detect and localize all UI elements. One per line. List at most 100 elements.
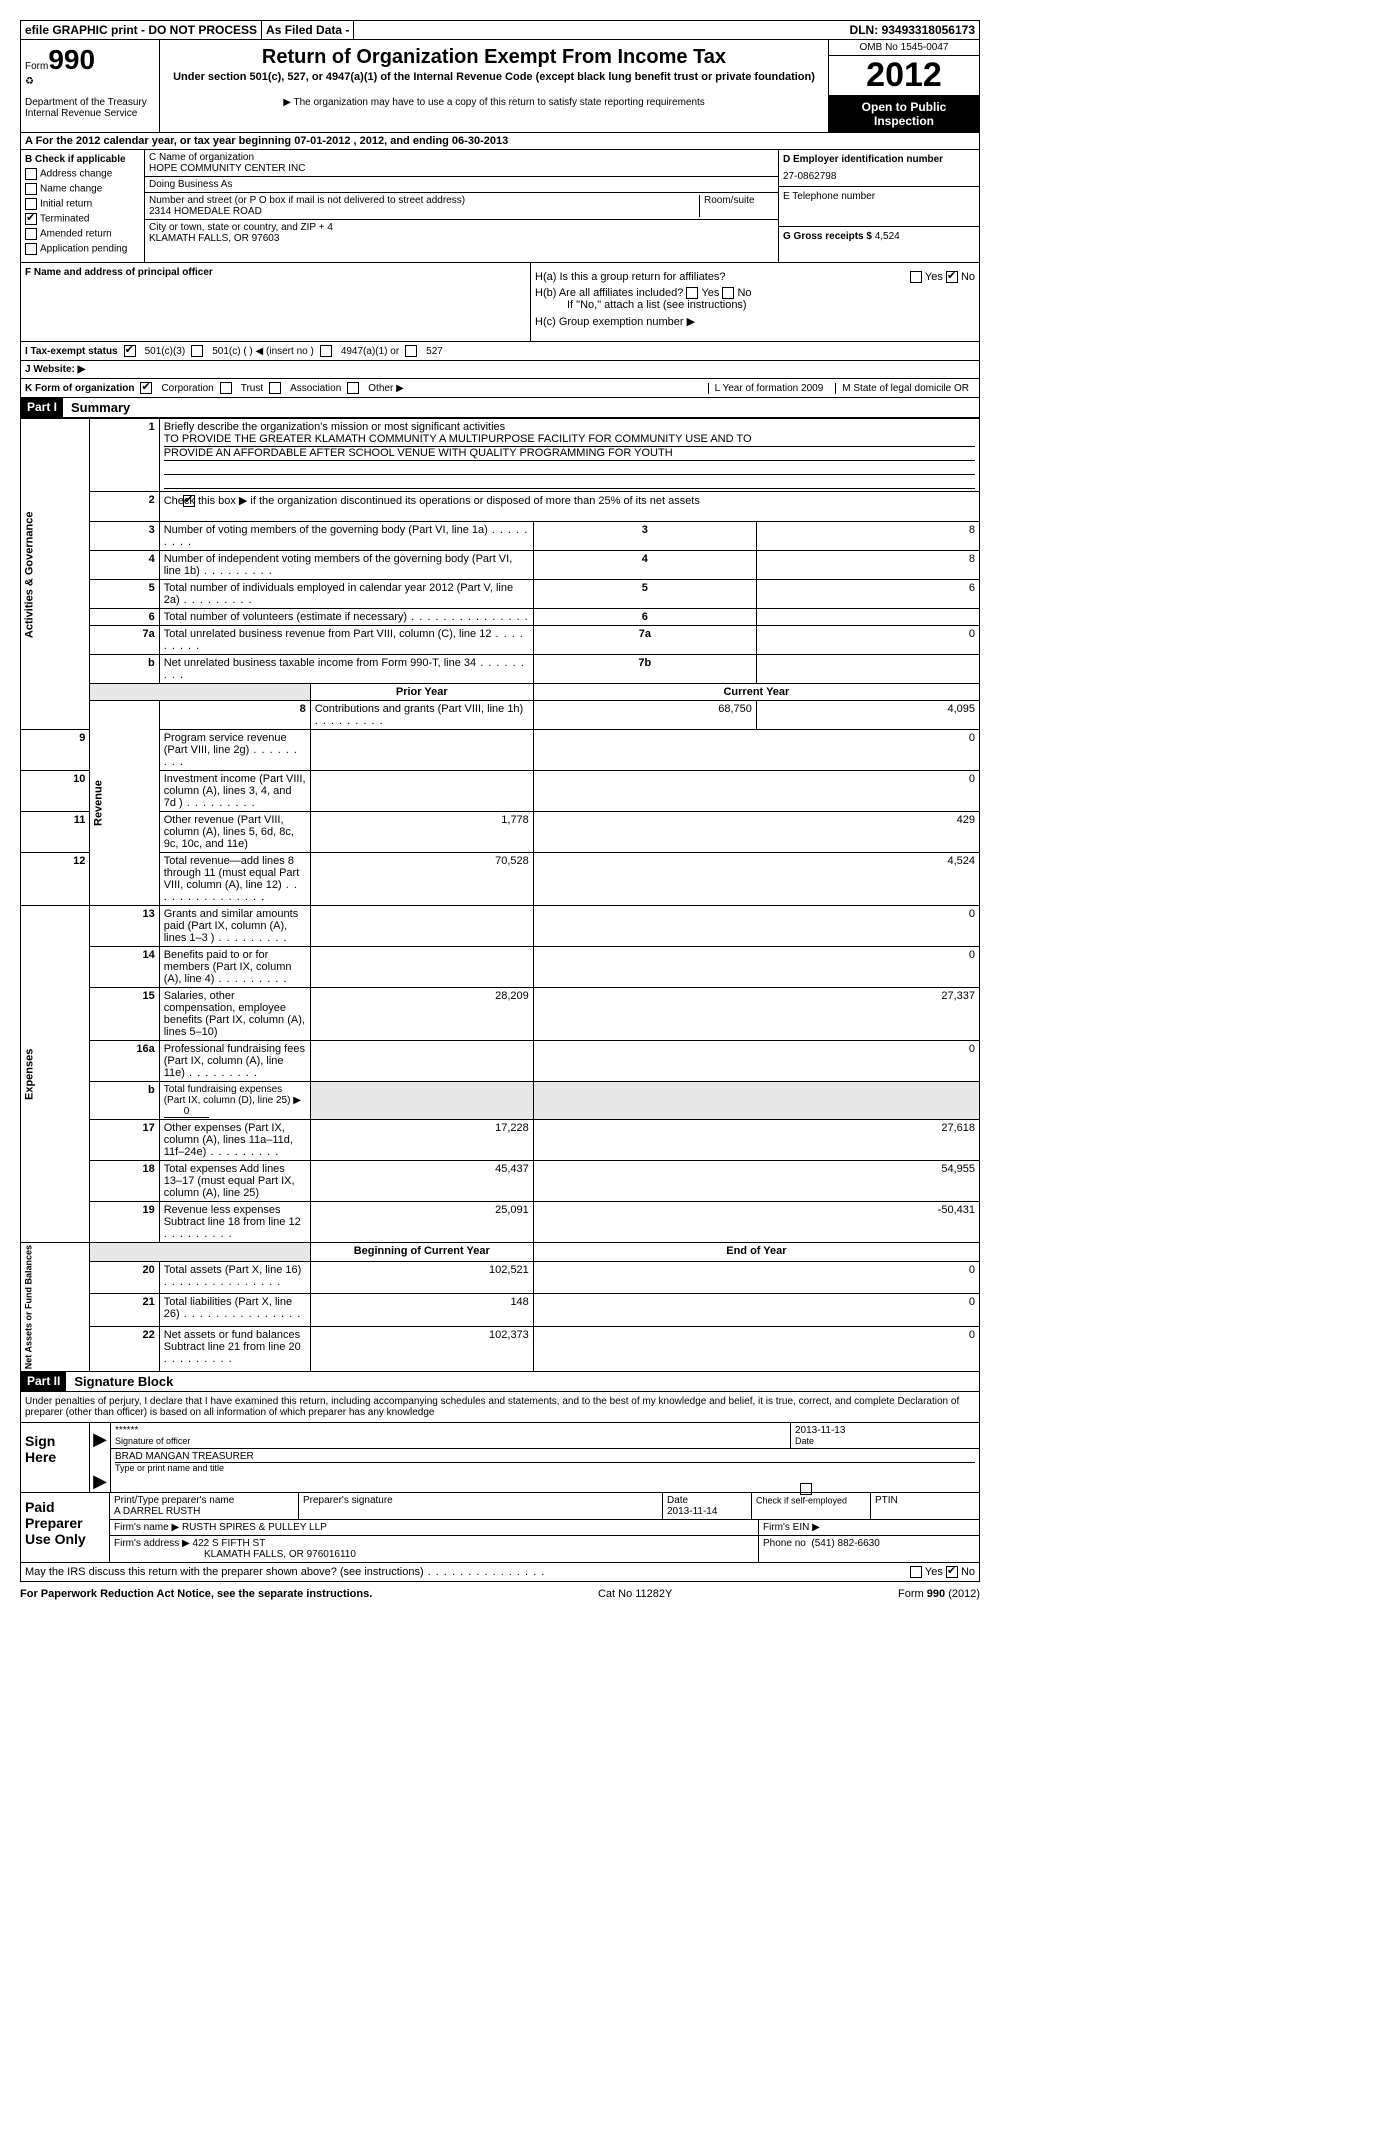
- chk-4947[interactable]: [320, 345, 332, 357]
- chk-other[interactable]: [347, 382, 359, 394]
- hb-checkboxes[interactable]: Yes No: [686, 287, 751, 299]
- line-2: Check this box ▶ if the organization dis…: [159, 492, 979, 522]
- val-3: 8: [756, 522, 979, 551]
- p10: [310, 771, 533, 812]
- form-subtitle: Under section 501(c), 527, or 4947(a)(1)…: [168, 71, 820, 83]
- line-12: Total revenue—add lines 8 through 11 (mu…: [159, 853, 310, 906]
- c14: 0: [533, 947, 979, 988]
- val-16b: 0: [164, 1106, 210, 1118]
- line-7b: Net unrelated business taxable income fr…: [159, 655, 533, 684]
- line-9: Program service revenue (Part VIII, line…: [159, 730, 310, 771]
- prior-year-header: Prior Year: [310, 684, 533, 701]
- mission-line-3: [164, 461, 975, 475]
- row-a-tax-year: A For the 2012 calendar year, or tax yea…: [20, 133, 980, 150]
- chk-application-pending[interactable]: Application pending: [25, 243, 140, 255]
- row-m-state: M State of legal domicile OR: [835, 383, 975, 394]
- line-17: Other expenses (Part IX, column (A), lin…: [159, 1120, 310, 1161]
- summary-table: Activities & Governance 1 Briefly descri…: [20, 418, 980, 1372]
- chk-name-change[interactable]: Name change: [25, 183, 140, 195]
- line-7a: Total unrelated business revenue from Pa…: [159, 626, 533, 655]
- line-20: Total assets (Part X, line 16): [159, 1262, 310, 1294]
- p16a: [310, 1041, 533, 1082]
- form-title: Return of Organization Exempt From Incom…: [168, 46, 820, 69]
- c19: -50,431: [533, 1202, 979, 1243]
- chk-trust[interactable]: [220, 382, 232, 394]
- c9: 0: [533, 730, 979, 771]
- sig-date-value: 2013-11-13: [795, 1425, 975, 1436]
- col-c-org-info: C Name of organization HOPE COMMUNITY CE…: [145, 150, 778, 262]
- sig-stars: ******: [115, 1425, 786, 1436]
- val-7a: 0: [756, 626, 979, 655]
- self-employed-cell: Check if self-employed: [752, 1493, 871, 1519]
- arrow-icon: ▶▶: [90, 1423, 111, 1492]
- officer-name-cell: BRAD MANGAN TREASURER Type or print name…: [111, 1449, 979, 1475]
- footer-left: For Paperwork Reduction Act Notice, see …: [20, 1588, 372, 1600]
- side-activities-governance: Activities & Governance: [21, 419, 90, 730]
- sig-officer-label: Signature of officer: [115, 1436, 786, 1446]
- gross-cell: G Gross receipts $ 4,524: [779, 227, 979, 262]
- firm-addr-cell: Firm's address ▶ 422 S FIFTH ST KLAMATH …: [110, 1536, 759, 1562]
- footer-right: Form 990 (2012): [898, 1588, 980, 1600]
- line-1-num: 1: [90, 419, 159, 492]
- line-21: Total liabilities (Part X, line 26): [159, 1294, 310, 1326]
- c17: 27,618: [533, 1120, 979, 1161]
- part-i-title: Summary: [63, 398, 138, 417]
- c8: 4,095: [756, 701, 979, 730]
- chk-address-change[interactable]: Address change: [25, 168, 140, 180]
- hb-row: H(b) Are all affiliates included? Yes No…: [535, 287, 975, 311]
- line-19: Revenue less expenses Subtract line 18 f…: [159, 1202, 310, 1243]
- line-4: Number of independent voting members of …: [159, 551, 533, 580]
- p18: 45,437: [310, 1161, 533, 1202]
- dln-label: DLN:: [850, 23, 879, 37]
- c21: 0: [533, 1294, 979, 1326]
- p11: 1,778: [310, 812, 533, 853]
- side-expenses: Expenses: [21, 906, 90, 1243]
- mission-line-1: TO PROVIDE THE GREATER KLAMATH COMMUNITY…: [164, 433, 975, 447]
- mission-line-2: PROVIDE AN AFFORDABLE AFTER SCHOOL VENUE…: [164, 447, 975, 461]
- ha-row: H(a) Is this a group return for affiliat…: [535, 271, 975, 283]
- row-f: F Name and address of principal officer …: [20, 263, 980, 342]
- chk-initial-return[interactable]: Initial return: [25, 198, 140, 210]
- line-18: Total expenses Add lines 13–17 (must equ…: [159, 1161, 310, 1202]
- city-cell: City or town, state or country, and ZIP …: [145, 220, 778, 246]
- preparer-fields: Print/Type preparer's name A DARREL RUST…: [110, 1493, 979, 1562]
- discuss-label: May the IRS discuss this return with the…: [25, 1566, 545, 1578]
- chk-self-employed[interactable]: [800, 1483, 812, 1495]
- line-16b: Total fundraising expenses (Part IX, col…: [159, 1082, 310, 1120]
- chk-527[interactable]: [405, 345, 417, 357]
- chk-assoc[interactable]: [269, 382, 281, 394]
- line-8: Contributions and grants (Part VIII, lin…: [310, 701, 533, 730]
- val-7b: [756, 655, 979, 684]
- line-10: Investment income (Part VIII, column (A)…: [159, 771, 310, 812]
- line-2-num: 2: [90, 492, 159, 522]
- ha-checkboxes[interactable]: Yes No: [910, 271, 975, 283]
- chk-terminated[interactable]: Terminated: [25, 213, 140, 225]
- prep-date-cell: Date 2013-11-14: [663, 1493, 752, 1519]
- p9: [310, 730, 533, 771]
- year-box: OMB No 1545-0047 2012 Open to Public Ins…: [828, 40, 979, 132]
- top-bar: efile GRAPHIC print - DO NOT PROCESS As …: [20, 20, 980, 40]
- sign-here-label: Sign Here: [21, 1423, 90, 1492]
- org-name: HOPE COMMUNITY CENTER INC: [149, 163, 774, 174]
- p12: 70,528: [310, 853, 533, 906]
- org-name-cell: C Name of organization HOPE COMMUNITY CE…: [145, 150, 778, 177]
- chk-amended[interactable]: Amended return: [25, 228, 140, 240]
- chk-501c[interactable]: [191, 345, 203, 357]
- line-1-label: Briefly describe the organization's miss…: [164, 421, 975, 433]
- form-header: Form990 ♻ Department of the Treasury Int…: [20, 40, 980, 133]
- chk-501c3[interactable]: [124, 345, 136, 357]
- chk-discontinued[interactable]: [183, 495, 195, 507]
- chk-corp[interactable]: [140, 382, 152, 394]
- form-label: Form: [25, 61, 48, 72]
- firm-name-cell: Firm's name ▶ RUSTH SPIRES & PULLEY LLP: [110, 1520, 759, 1535]
- open-to-public: Open to Public Inspection: [829, 96, 979, 132]
- firm-phone-cell: Phone no (541) 882-6630: [759, 1536, 979, 1562]
- row-k-form-org: K Form of organization Corporation Trust…: [20, 379, 980, 398]
- beg-year-header: Beginning of Current Year: [310, 1243, 533, 1262]
- discuss-checkboxes[interactable]: Yes No: [910, 1566, 975, 1578]
- line-13: Grants and similar amounts paid (Part IX…: [159, 906, 310, 947]
- part-ii-header: Part II Signature Block: [20, 1372, 980, 1392]
- line-22: Net assets or fund balances Subtract lin…: [159, 1326, 310, 1372]
- gross-label: G Gross receipts $: [783, 231, 872, 242]
- hb-note: If "No," attach a list (see instructions…: [567, 299, 975, 311]
